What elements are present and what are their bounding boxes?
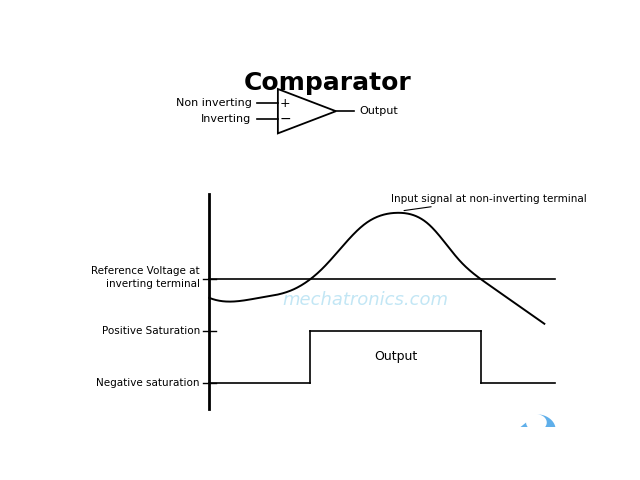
Text: +: + [280, 96, 291, 109]
Text: Input signal at non-inverting terminal: Input signal at non-inverting terminal [391, 193, 587, 211]
Text: Output: Output [374, 350, 417, 363]
Text: Negative saturation: Negative saturation [96, 378, 200, 388]
Text: Positive Saturation: Positive Saturation [102, 326, 200, 336]
Text: Reference Voltage at
inverting terminal: Reference Voltage at inverting terminal [91, 266, 200, 289]
Text: Non inverting: Non inverting [175, 98, 252, 108]
Text: Output: Output [360, 106, 399, 116]
Text: Inverting: Inverting [201, 114, 252, 124]
Text: mechatronics.com: mechatronics.com [282, 291, 448, 309]
Text: −: − [280, 112, 291, 126]
Polygon shape [517, 414, 556, 445]
Text: Comparator: Comparator [244, 71, 412, 95]
